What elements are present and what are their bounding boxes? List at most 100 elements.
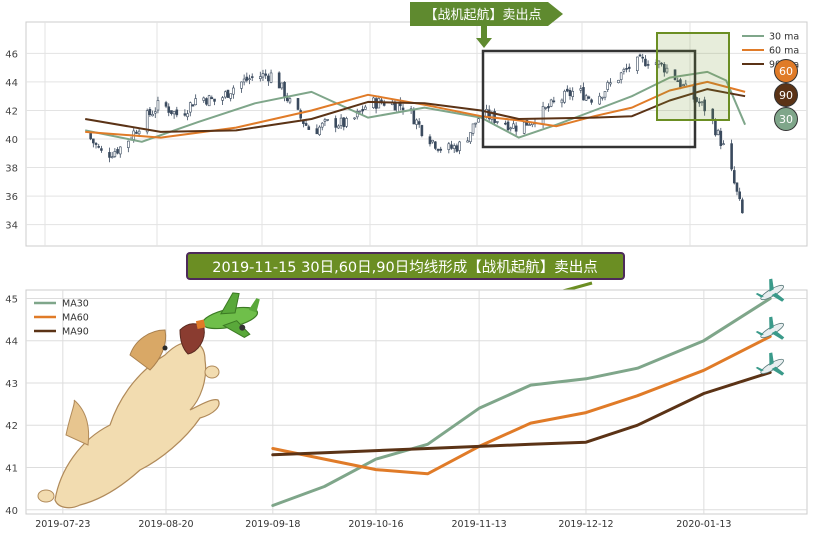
candle-body (741, 199, 744, 214)
candle-body (714, 120, 717, 136)
candle-body (609, 82, 612, 85)
ma-badge-circle (774, 83, 798, 107)
ma-badge-label: 60 (779, 65, 793, 78)
candle-body (194, 98, 197, 106)
bottom-title-banner: 2019-11-15 30日,60日,90日均线形成【战机起航】卖出点 (186, 252, 625, 301)
bottom-y-tick-label: 41 (5, 464, 18, 475)
candle-body (466, 140, 469, 143)
candle-body (258, 76, 262, 79)
candle-body (541, 106, 545, 125)
candle-body (229, 93, 232, 99)
top-legend-label: 30 ma (769, 32, 799, 43)
candle-body (345, 118, 348, 127)
candle-body (167, 106, 171, 113)
bottom-x-tick-label: 2019-12-12 (558, 519, 613, 530)
green-toy-plane-icon (195, 292, 260, 339)
candle-body (722, 143, 725, 145)
candle-body (619, 72, 623, 80)
plane-wing (769, 352, 774, 366)
candle-body (660, 62, 663, 65)
candle-body (288, 98, 292, 103)
bottom-x-tick-label: 2019-09-18 (245, 519, 300, 530)
candle-body (100, 148, 103, 151)
bottom-y-tick-label: 42 (5, 421, 18, 432)
candle-body (552, 100, 556, 103)
candle-body (549, 99, 553, 107)
plane-wing (771, 330, 785, 340)
candle-body (568, 89, 572, 97)
candle-body (662, 63, 666, 73)
candle-body (563, 90, 566, 103)
bottom-x-tick-label: 2019-08-20 (138, 519, 193, 530)
candle-body (579, 88, 583, 91)
candle-body (226, 89, 230, 98)
candle-body (242, 78, 246, 83)
dog-illustration (37, 323, 220, 509)
candle-body (396, 102, 399, 113)
candle-body (342, 117, 346, 128)
candle-body (151, 114, 154, 117)
bottom-legend-label: MA90 (62, 327, 89, 338)
top-legend-label: 60 ma (769, 46, 799, 57)
candle-body (164, 102, 168, 107)
candle-body (471, 123, 475, 134)
candle-body (304, 123, 308, 126)
candle-body (202, 97, 206, 101)
candle-body (334, 118, 338, 128)
candle-body (267, 75, 270, 82)
plane-wing (771, 292, 785, 302)
candle-body (320, 122, 324, 128)
bottom-ma-line-MA60 (271, 335, 772, 476)
bottom-x-tick-labels: 2019-07-23 2019-08-20 2019-09-18 2019-10-16… (35, 519, 731, 530)
candle-body (118, 146, 122, 155)
candle-body (622, 69, 626, 72)
candle-body (191, 104, 195, 107)
candle-body (504, 122, 507, 125)
candle-body (681, 84, 685, 87)
candle-body (318, 126, 321, 136)
candle-body (487, 109, 491, 120)
candle-body (175, 109, 179, 116)
candle-body (277, 72, 281, 89)
candle-body (598, 95, 601, 105)
candle-body (97, 146, 101, 148)
candle-body (506, 121, 510, 131)
candle-body (358, 110, 362, 113)
bottom-legend: MA30 MA60 MA90 (34, 299, 89, 338)
candle-body (625, 68, 628, 70)
candle-body (571, 91, 575, 97)
candle-body (353, 117, 356, 120)
top-y-tick-labels: 34 36 38 40 42 44 46 (5, 49, 18, 231)
plane-tail (755, 292, 764, 298)
candle-body (207, 95, 211, 107)
candle-body (127, 140, 130, 148)
candle-body (512, 123, 515, 129)
candle-body (584, 95, 588, 101)
plane-wing (769, 316, 774, 330)
candle-body (323, 119, 327, 122)
candle-body (606, 82, 610, 90)
candle-body (315, 128, 319, 135)
candle-body (250, 76, 254, 78)
candle-body (261, 73, 265, 78)
candle-body (232, 87, 235, 95)
candle-body (673, 69, 677, 80)
bottom-chart-title: 2019-11-15 30日,60日,90日均线形成【战机起航】卖出点 (212, 259, 597, 276)
candle-body (474, 122, 478, 125)
candle-body (697, 101, 701, 104)
candle-body (544, 107, 548, 109)
candle-body (248, 78, 251, 80)
candle-body (153, 111, 157, 114)
candle-body (283, 81, 286, 98)
ma-badge-circle (774, 59, 798, 83)
bottom-ma-line-MA90 (271, 370, 772, 457)
sell-zone-box (656, 32, 730, 121)
candle-body (719, 130, 723, 146)
candle-body (469, 132, 472, 143)
candle-body (156, 100, 160, 111)
candle-body (528, 124, 531, 126)
candle-body (582, 87, 585, 101)
candle-body (113, 151, 117, 157)
top-y-tick-label: 38 (5, 164, 18, 175)
